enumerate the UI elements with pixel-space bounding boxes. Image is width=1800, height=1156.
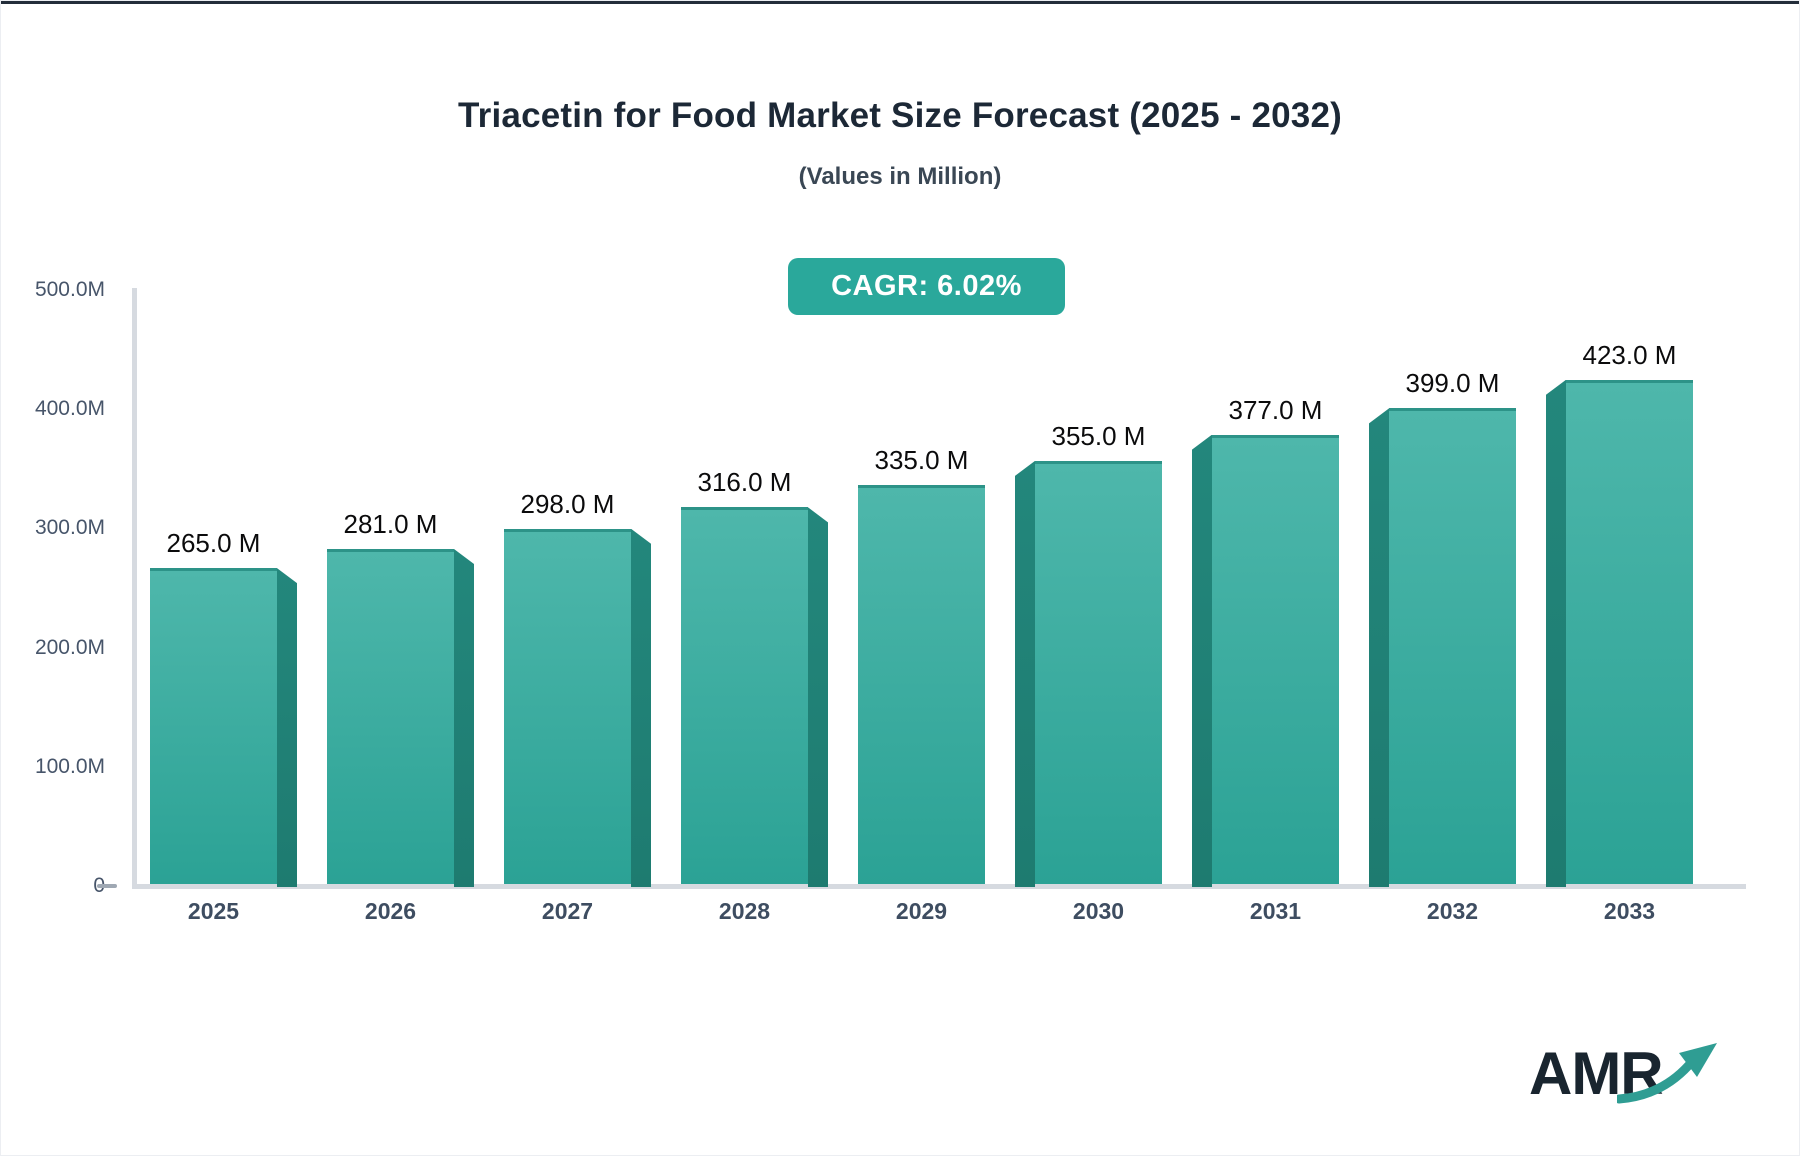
bar-value-label: 399.0 M <box>1405 368 1500 399</box>
bar-2033 <box>1566 379 1693 884</box>
bar-2032 <box>1389 408 1516 884</box>
bar-value-label: 355.0 M <box>1051 420 1146 451</box>
bar-value-label: 377.0 M <box>1228 394 1323 425</box>
y-tick-label: 100.0M <box>34 754 105 778</box>
bar-2026 <box>327 549 454 884</box>
cagr-badge: CAGR: 6.02% <box>788 258 1065 315</box>
bar-side-face <box>1192 434 1212 887</box>
x-tick-label: 2029 <box>895 898 948 924</box>
bar-value-label: 316.0 M <box>697 467 792 498</box>
x-tick-label: 2028 <box>718 898 771 924</box>
x-tick-label: 2027 <box>541 898 594 924</box>
x-tick-label: 2026 <box>364 898 417 924</box>
bar-2028 <box>681 507 808 884</box>
trend-arrow-icon <box>1617 1043 1717 1104</box>
bar-value-label: 265.0 M <box>166 528 261 559</box>
bar-side-face <box>1546 379 1566 887</box>
y-tick-label: 500.0M <box>34 278 105 301</box>
bar-value-label: 423.0 M <box>1582 339 1677 370</box>
y-tick-label: 200.0M <box>34 635 105 659</box>
x-axis-line <box>132 884 1746 889</box>
bar-side-face <box>1369 408 1389 887</box>
zero-tick-dash <box>97 884 117 888</box>
x-tick-label: 2031 <box>1249 898 1302 924</box>
bar-side-face <box>631 528 651 887</box>
amr-logo: AMR <box>1529 1039 1729 1119</box>
bar-side-face <box>277 568 297 887</box>
bar-side-face <box>1015 460 1035 887</box>
top-border-line <box>1 1 1799 4</box>
bar-value-label: 281.0 M <box>343 509 438 540</box>
x-tick-label: 2025 <box>187 898 240 924</box>
chart-subtitle: (Values in Million) <box>798 163 1002 190</box>
bar-2027 <box>504 528 631 884</box>
bar-value-label: 335.0 M <box>874 444 969 475</box>
y-tick-label: 400.0M <box>34 397 105 421</box>
bar-2031 <box>1212 434 1339 884</box>
bar-side-face <box>808 507 828 887</box>
x-tick-label: 2030 <box>1072 898 1125 924</box>
bar-side-face <box>454 549 474 887</box>
x-tick-label: 2032 <box>1426 898 1479 924</box>
bar-2025 <box>150 568 277 884</box>
x-tick-label: 2033 <box>1603 898 1656 924</box>
y-axis-line <box>132 288 137 884</box>
chart-title: Triacetin for Food Market Size Forecast … <box>458 96 1342 135</box>
y-tick-label: 300.0M <box>34 516 105 540</box>
bar-2030 <box>1035 460 1162 884</box>
bar-2029 <box>858 484 985 884</box>
bar-value-label: 298.0 M <box>520 488 615 519</box>
